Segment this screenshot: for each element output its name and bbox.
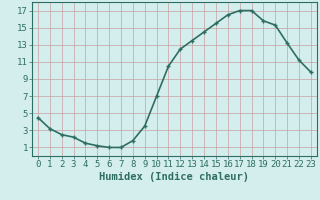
X-axis label: Humidex (Indice chaleur): Humidex (Indice chaleur) xyxy=(100,172,249,182)
